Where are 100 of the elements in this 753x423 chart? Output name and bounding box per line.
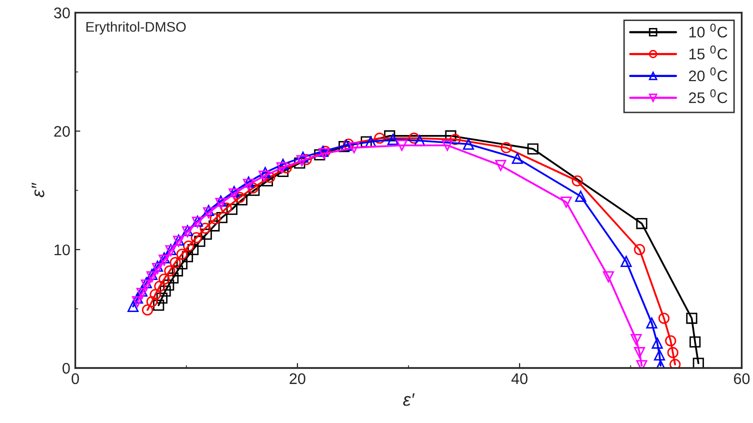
y-axis-title: ε″ bbox=[32, 182, 44, 198]
point bbox=[216, 212, 228, 224]
point bbox=[560, 196, 572, 208]
point bbox=[630, 334, 642, 346]
point bbox=[396, 140, 408, 151]
legend-label: 15 $^{0}$C bbox=[689, 45, 728, 60]
point bbox=[300, 154, 312, 166]
point bbox=[163, 280, 174, 291]
point bbox=[658, 312, 670, 324]
point bbox=[200, 222, 211, 234]
point bbox=[408, 132, 420, 144]
legend-label: 10 $^{0}$C bbox=[689, 24, 728, 38]
y-tick-label: 20 bbox=[54, 126, 70, 137]
point bbox=[276, 162, 288, 174]
point bbox=[200, 228, 212, 240]
point bbox=[365, 136, 376, 148]
point bbox=[158, 274, 170, 285]
point bbox=[153, 300, 164, 311]
point bbox=[646, 317, 658, 329]
point bbox=[667, 347, 678, 358]
point bbox=[620, 256, 632, 267]
y-tick-label: 0 bbox=[62, 362, 70, 374]
point bbox=[314, 149, 326, 160]
point bbox=[158, 252, 170, 264]
x-tick-label: 60 bbox=[734, 373, 750, 384]
point bbox=[140, 280, 152, 291]
point bbox=[247, 182, 259, 194]
point bbox=[152, 260, 164, 272]
point bbox=[602, 271, 614, 282]
point bbox=[317, 146, 329, 157]
point bbox=[215, 198, 226, 209]
point bbox=[387, 134, 399, 145]
point bbox=[665, 335, 676, 346]
point bbox=[512, 152, 523, 164]
point bbox=[203, 207, 214, 218]
point bbox=[210, 213, 221, 224]
point bbox=[374, 132, 386, 144]
annotation: Erythritol-DMSO bbox=[86, 22, 186, 35]
x-tick-label: 20 bbox=[290, 373, 306, 384]
point bbox=[652, 338, 663, 349]
point bbox=[686, 312, 698, 324]
point bbox=[190, 232, 202, 244]
point bbox=[450, 134, 461, 145]
point bbox=[634, 347, 646, 358]
point bbox=[164, 265, 176, 276]
point bbox=[152, 262, 164, 274]
point bbox=[220, 202, 232, 214]
point bbox=[158, 254, 170, 266]
point bbox=[132, 296, 144, 308]
point bbox=[262, 175, 274, 186]
point bbox=[187, 244, 199, 256]
point bbox=[636, 218, 648, 230]
point bbox=[445, 130, 456, 142]
point bbox=[495, 160, 506, 172]
point bbox=[634, 244, 646, 256]
point bbox=[248, 184, 260, 196]
x-axis-title: ε′ bbox=[403, 393, 415, 406]
point bbox=[258, 170, 270, 182]
point bbox=[234, 192, 246, 204]
point bbox=[128, 300, 139, 312]
point bbox=[462, 138, 474, 150]
point bbox=[228, 186, 240, 198]
point bbox=[182, 251, 194, 262]
point bbox=[500, 142, 512, 154]
point bbox=[264, 172, 276, 183]
point bbox=[194, 236, 206, 247]
legend-label: 25 $^{0}$C bbox=[689, 89, 728, 104]
point bbox=[277, 158, 289, 170]
point bbox=[170, 257, 181, 268]
point bbox=[172, 265, 184, 276]
point bbox=[280, 162, 292, 174]
point bbox=[296, 155, 308, 166]
point bbox=[575, 190, 586, 202]
x-tick-label: 0 bbox=[72, 373, 79, 384]
y-tick-label: 30 bbox=[54, 8, 70, 18]
point bbox=[527, 143, 538, 154]
legend-label: 20 $^{0}$C bbox=[689, 67, 728, 82]
point bbox=[226, 204, 238, 215]
point bbox=[294, 158, 306, 169]
point bbox=[360, 136, 372, 148]
point bbox=[348, 142, 360, 154]
point bbox=[215, 195, 226, 207]
point bbox=[236, 194, 248, 206]
point bbox=[442, 140, 453, 151]
x-tick-label: 40 bbox=[511, 373, 528, 384]
point bbox=[176, 248, 188, 260]
point bbox=[146, 271, 158, 282]
point bbox=[670, 358, 681, 368]
point bbox=[297, 152, 309, 163]
point bbox=[203, 204, 214, 216]
point bbox=[176, 258, 188, 270]
point bbox=[384, 130, 396, 142]
point bbox=[572, 175, 583, 186]
point bbox=[228, 188, 240, 200]
point bbox=[160, 285, 171, 297]
point bbox=[260, 167, 271, 178]
point bbox=[167, 272, 179, 284]
point bbox=[132, 292, 144, 304]
point bbox=[208, 220, 220, 232]
point bbox=[654, 349, 666, 361]
